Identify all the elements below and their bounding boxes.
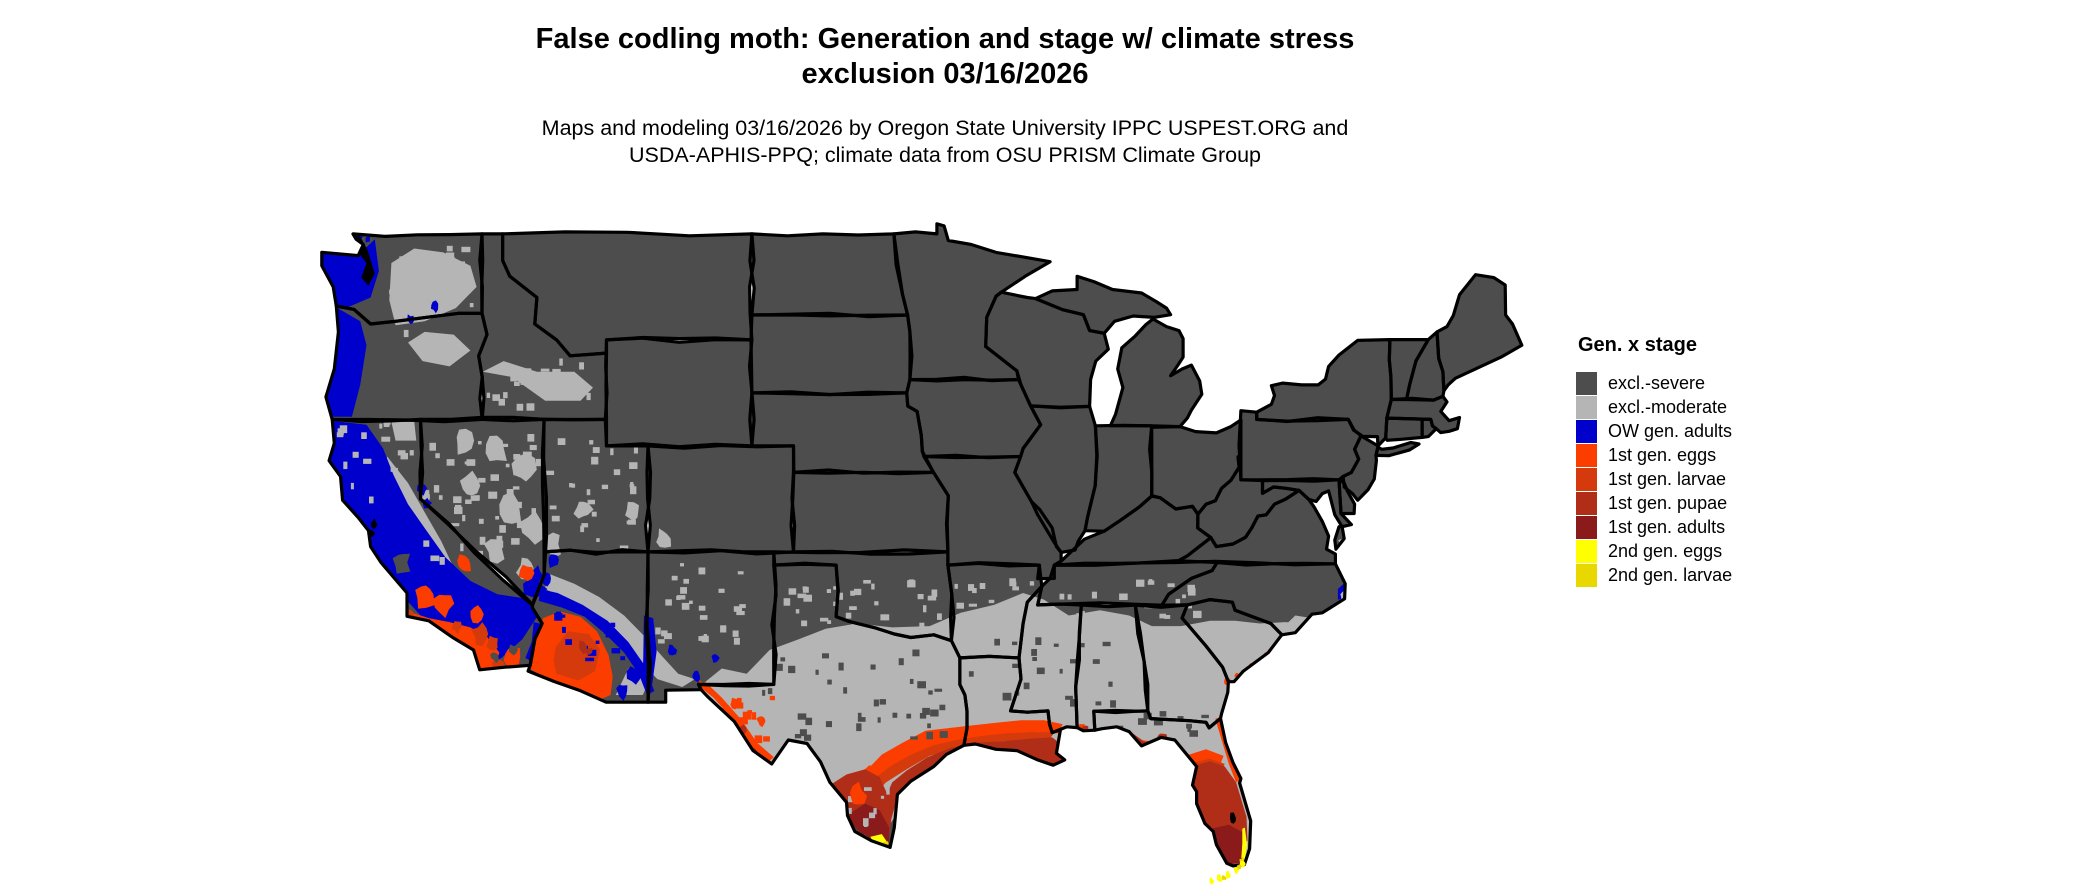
legend-label-g2_larvae: 2nd gen. larvae [1608,565,1733,585]
state-me [1437,274,1522,391]
state-nh [1406,331,1444,401]
legend-swatch-severe [1576,371,1597,395]
legend-items: excl.-severe excl.-moderate OW gen. adults… [1576,371,1876,587]
legend-item-severe: excl.-severe [1576,371,1876,395]
state-mn [893,223,1051,381]
legend-item-ow_adults: OW gen. adults [1576,419,1876,443]
legend-title: Gen. x stage [1578,334,1697,356]
title-line-1: False codling moth: Generation and stage… [535,23,1355,55]
state-ct [1385,418,1423,441]
state-de [1339,479,1355,514]
state-wv [1197,455,1300,547]
legend-label-g2_eggs: 2nd gen. eggs [1608,541,1723,561]
legend-item-g1_larvae: 1st gen. larvae [1576,467,1876,491]
legend-swatch-g1_larvae [1576,467,1597,491]
map-borders [320,222,1524,868]
legend-item-g1_adults: 1st gen. adults [1576,515,1876,539]
state-ky [1054,495,1211,566]
title-line-2: exclusion 03/16/2026 [801,58,1089,90]
legend-item-g2_larvae: 2nd gen. larvae [1576,563,1876,587]
state-tn [1037,560,1217,606]
state-wi [985,292,1109,408]
state-mo [924,456,1062,579]
legend-item-g2_eggs: 2nd gen. eggs [1576,539,1876,563]
state-ia [906,377,1041,458]
legend-swatch-g1_eggs [1576,443,1597,467]
legend-label-g1_larvae: 1st gen. larvae [1608,469,1727,489]
legend-swatch-g2_eggs [1576,539,1597,563]
page-title: False codling moth: Generation and stage… [0,22,1890,92]
legend-label-moderate: excl.-moderate [1608,397,1728,417]
state-nm [647,549,776,703]
state-nd [749,233,908,317]
state-ks [792,472,949,555]
legend-label-ow_adults: OW gen. adults [1608,421,1733,441]
legend-item-g1_pupae: 1st gen. pupae [1576,491,1876,515]
state-pa [1239,410,1362,482]
legend-label-g1_eggs: 1st gen. eggs [1608,445,1717,465]
legend-label-g1_adults: 1st gen. adults [1608,517,1726,537]
subtitle-line-1: Maps and modeling 03/16/2026 by Oregon S… [541,116,1349,140]
map-florida-keys [1209,860,1246,885]
legend-item-moderate: excl.-moderate [1576,395,1876,419]
subtitle-line-2: USDA-APHIS-PPQ; climate data from OSU PR… [628,143,1262,167]
state-ut [542,419,651,555]
state-mil [1110,319,1202,427]
legend-swatch-ow_adults [1576,419,1597,443]
legend-swatch-g1_adults [1576,515,1597,539]
legend-swatch-g1_pupae [1576,491,1597,515]
legend-swatch-g2_larvae [1576,563,1597,587]
state-ne [749,391,934,474]
state-ny [1256,339,1392,446]
subtitle: Maps and modeling 03/16/2026 by Oregon S… [0,115,1890,169]
legend-label-g1_pupae: 1st gen. pupae [1608,493,1728,513]
state-li [1376,442,1419,456]
state-ri [1422,419,1437,438]
state-sd [751,314,911,395]
state-ok [773,549,954,641]
legend-swatch-moderate [1576,395,1597,419]
legend: Gen. x stage excl.-severe excl.-moderate O… [1576,334,1876,587]
state-mt [502,231,754,356]
state-nj [1343,435,1378,501]
legend-label-severe: excl.-severe [1608,373,1706,393]
state-il [1014,405,1098,553]
state-ma [1386,396,1460,433]
state-co [647,445,794,554]
legend-item-g1_eggs: 1st gen. eggs [1576,443,1876,467]
state-in [1085,425,1152,532]
state-wy [605,338,755,447]
